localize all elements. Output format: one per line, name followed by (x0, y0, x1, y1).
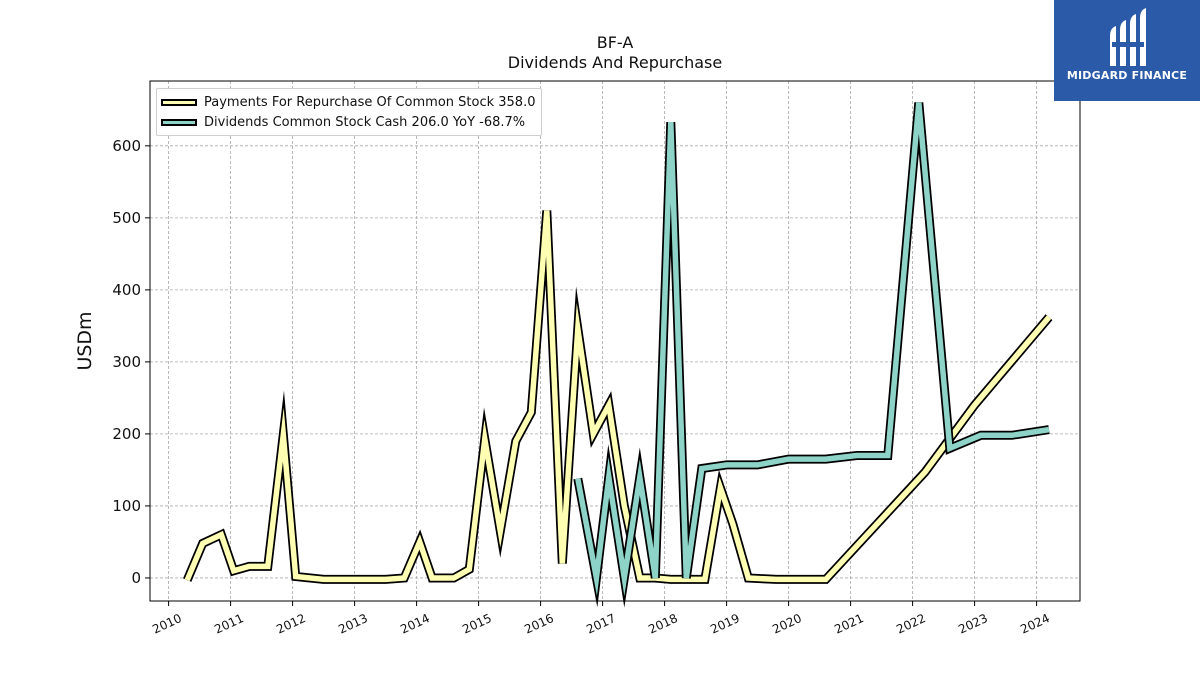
y-tick-label: 200 (112, 425, 141, 443)
y-tick-label: 300 (112, 353, 141, 371)
legend: Payments For Repurchase Of Common Stock … (156, 88, 543, 136)
y-tick-label: 500 (112, 209, 141, 227)
x-tick-label: 2015 (460, 611, 494, 637)
y-tick-label: 0 (131, 569, 141, 587)
x-tick-label: 2016 (522, 611, 556, 637)
y-tick-label: 600 (112, 137, 141, 155)
chart-subtitle: Dividends And Repurchase (507, 53, 723, 72)
plot-frame (149, 80, 1081, 602)
y-tick-label: 100 (112, 497, 141, 515)
x-tick-label: 2020 (770, 611, 804, 637)
legend-label-repurchase: Payments For Repurchase Of Common Stock … (204, 94, 536, 110)
x-tick-label: 2017 (584, 611, 618, 637)
x-tick-label: 2018 (646, 611, 680, 637)
midgard-finance-logo: MIDGARD FINANCE (1054, 0, 1200, 101)
x-tick-label: 2022 (894, 611, 928, 637)
x-tick-label: 2013 (336, 611, 370, 637)
chart-title: BF-A (596, 33, 634, 52)
legend-label-dividends: Dividends Common Stock Cash 206.0 YoY -6… (204, 114, 526, 130)
series-line-repurchase (184, 210, 1052, 583)
x-tick-label: 2010 (150, 611, 184, 637)
series-group (183, 102, 1053, 608)
legend-swatch-repurchase (161, 98, 197, 106)
x-tick-label: 2011 (212, 611, 246, 637)
legend-item-dividends: Dividends Common Stock Cash 206.0 YoY -6… (161, 112, 535, 132)
logo-brand-text: MIDGARD FINANCE (1066, 69, 1188, 82)
y-tick-label: 400 (112, 281, 141, 299)
x-tick-label: 2024 (1018, 611, 1052, 637)
series-line-dividends (575, 102, 1050, 597)
x-tick-label: 2012 (274, 611, 308, 637)
x-tick-label: 2021 (832, 611, 866, 637)
legend-item-repurchase: Payments For Repurchase Of Common Stock … (161, 92, 535, 112)
x-tick-label: 2014 (398, 611, 432, 637)
x-tick-label: 2023 (956, 611, 990, 637)
x-tick-label: 2019 (708, 611, 742, 637)
logo-mark-icon (1110, 8, 1146, 66)
legend-swatch-dividends (161, 118, 197, 126)
series-outline-dividends (573, 102, 1050, 608)
y-axis-label: USDm (74, 311, 96, 370)
